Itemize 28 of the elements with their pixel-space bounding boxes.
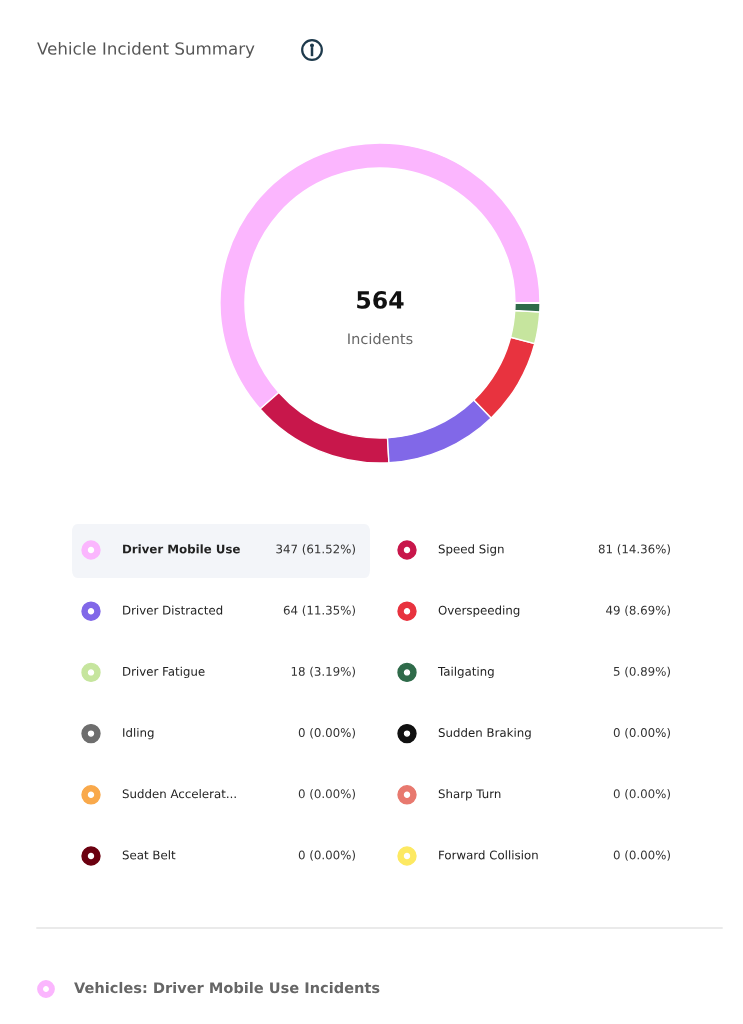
text: 0 (0.00%)	[298, 727, 355, 739]
data-label: 64 (11.35%)	[283, 605, 355, 617]
legend-label: Sharp Turn	[438, 789, 501, 801]
data-label: 81 (14.36%)	[598, 544, 670, 555]
text: 564	[357, 291, 404, 309]
text: Incidents	[348, 332, 413, 345]
legend-label: Idling	[123, 727, 154, 740]
legend-label: Driver Distracted	[123, 605, 223, 615]
legend-label: Driver Mobile Use	[123, 544, 240, 554]
legend-label: Sudden Accelerat...	[122, 789, 236, 799]
data-label: 347 (61.52%)	[276, 544, 355, 555]
text: 0 (0.00%)	[298, 850, 355, 861]
text: 0 (0.00%)	[298, 789, 355, 800]
legend-label: Forward Collision	[439, 850, 538, 860]
legend-label: Tailgating	[437, 666, 494, 679]
legend-label: Seat Belt	[122, 850, 176, 860]
text: 0 (0.00%)	[613, 789, 670, 800]
text: 0 (0.00%)	[613, 727, 670, 739]
legend-label: Driver Fatigue	[123, 666, 205, 679]
data-label: 18 (3.19%)	[291, 666, 355, 678]
text: 0 (0.00%)	[613, 850, 670, 861]
text: Vehicles: Driver Mobile Use Incidents	[74, 981, 380, 994]
data-label: 49 (8.69%)	[606, 605, 670, 617]
chart-title: Vehicle Incident Summary	[37, 41, 255, 59]
legend-label: Sudden Braking	[438, 727, 531, 740]
legend-label: Speed Sign	[438, 544, 504, 556]
legend-label: Overspeeding	[438, 605, 520, 617]
data-label: 5 (0.89%)	[613, 666, 670, 678]
